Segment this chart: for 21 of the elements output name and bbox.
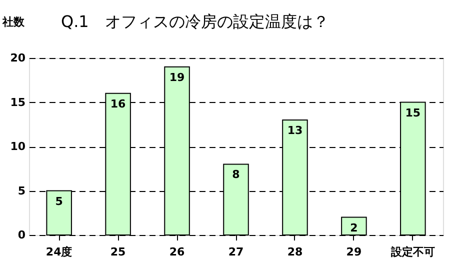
- data-label: 16: [110, 97, 126, 110]
- y-tick-label: 5: [18, 184, 26, 198]
- data-label: 5: [55, 194, 63, 208]
- x-tick-label: 設定不可: [390, 246, 435, 258]
- y-axis-title: 社数: [2, 16, 26, 28]
- data-label: 8: [232, 168, 240, 182]
- x-tick-label: 27: [228, 246, 244, 258]
- x-tick-label: 24度: [46, 246, 72, 258]
- chart-title: Q.1 オフィスの冷房の設定温度は？: [61, 12, 329, 31]
- data-label: 15: [405, 106, 421, 120]
- x-tick-label: 29: [346, 246, 362, 258]
- data-label: 13: [287, 124, 303, 137]
- data-label: 2: [350, 221, 358, 234]
- y-tick-label: 20: [10, 52, 26, 64]
- x-tick-label: 26: [169, 246, 186, 258]
- x-tick-label: 25: [110, 246, 126, 258]
- y-tick-label: 15: [10, 96, 26, 109]
- x-tick-label: 28: [287, 246, 303, 258]
- data-label: 19: [169, 70, 185, 84]
- y-tick-label: 0: [18, 228, 26, 242]
- y-tick-label: 10: [10, 140, 26, 153]
